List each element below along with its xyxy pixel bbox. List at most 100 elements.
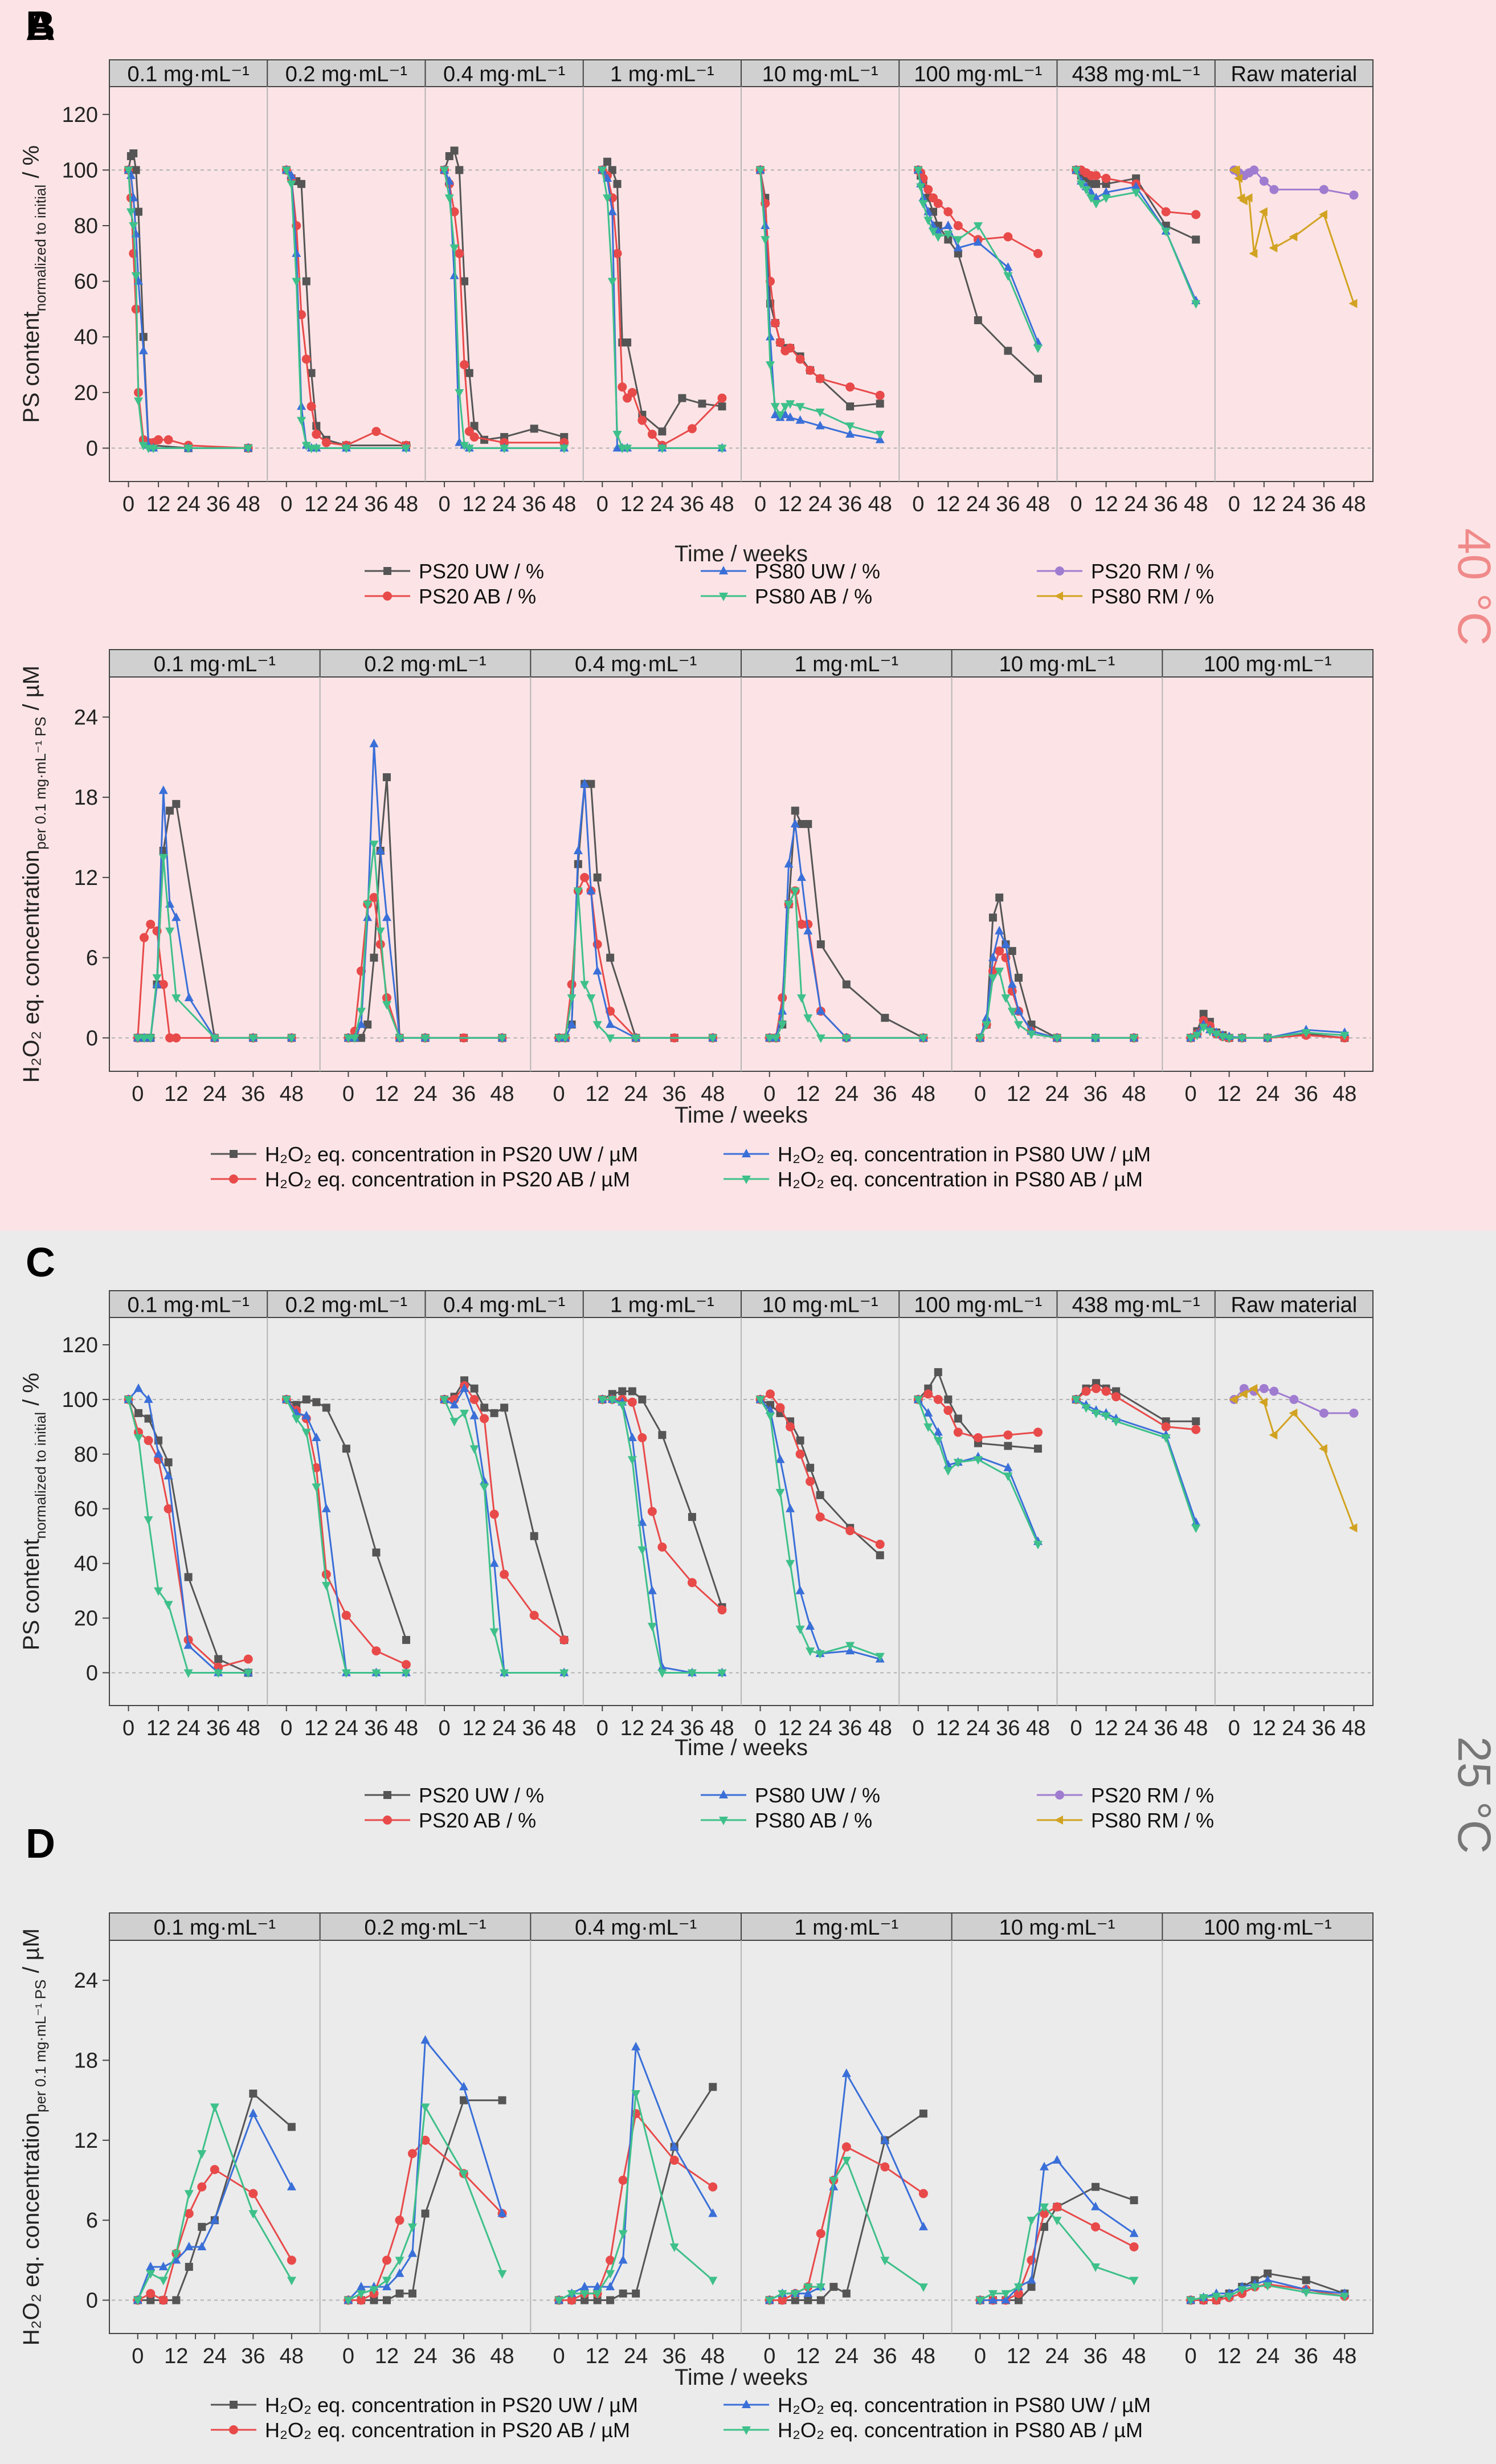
facet-strip-label: Raw material: [1231, 63, 1358, 87]
x-tick-label: 24: [413, 2344, 437, 2368]
data-point: [530, 1532, 538, 1540]
x-tick-label: 24: [624, 1082, 648, 1106]
facet-strip-label: 0.2 mg·mL⁻¹: [364, 1916, 486, 1940]
data-point: [816, 2283, 825, 2292]
x-tick-label: 36: [522, 492, 546, 516]
y-axis-title-unit: / %: [19, 1373, 44, 1412]
data-point: [559, 1669, 569, 1678]
facet-B-5: 10 mg·mL⁻¹ 0 12 24 36 48: [951, 650, 1160, 1106]
data-point: [606, 2270, 615, 2279]
x-tick-label: 12: [304, 492, 328, 516]
data-point: [797, 994, 807, 1003]
data-point: [797, 919, 807, 929]
x-tick-label: 24: [624, 2344, 648, 2368]
data-point: [1348, 1523, 1358, 1533]
data-point: [1131, 189, 1141, 198]
series-PS80_AB: [133, 2103, 296, 2306]
data-point: [214, 1655, 223, 1663]
x-tick-label: 36: [680, 1716, 704, 1740]
data-point: [919, 2110, 927, 2118]
data-point: [321, 1581, 331, 1590]
data-point: [1091, 2201, 1101, 2210]
data-point: [708, 1034, 718, 1043]
data-point: [407, 2223, 417, 2232]
x-tick-label: 36: [996, 492, 1020, 516]
data-point: [497, 1034, 507, 1043]
x-tick-label: 0: [132, 2344, 144, 2368]
data-point: [815, 421, 825, 430]
data-point: [592, 966, 602, 975]
data-point: [1013, 2283, 1023, 2292]
data-point: [627, 387, 637, 397]
data-point: [1014, 2296, 1023, 2304]
data-point: [449, 1400, 459, 1409]
data-point: [647, 1622, 657, 1631]
series-PS80_UW: [975, 2155, 1139, 2304]
data-point: [803, 2288, 813, 2297]
data-point: [1013, 1006, 1023, 1015]
data-point: [1249, 1384, 1258, 1393]
data-point: [341, 444, 351, 454]
x-tick-label: 24: [334, 1716, 358, 1740]
data-point: [382, 2277, 391, 2286]
data-point: [795, 1449, 805, 1459]
data-point: [717, 393, 727, 403]
data-point: [369, 893, 379, 903]
data-point: [786, 400, 795, 409]
data-point: [842, 2289, 851, 2298]
data-point: [1007, 979, 1017, 988]
facet-A-4: 1 mg·mL⁻¹ 0 12 24 36 48: [582, 60, 739, 516]
facet-strip-label: 10 mg·mL⁻¹: [762, 63, 878, 87]
data-point: [421, 2209, 430, 2218]
data-point: [197, 2182, 207, 2192]
data-point: [647, 1507, 657, 1516]
facet-A-5: 10 mg·mL⁻¹ 0 12 24 36 48: [741, 60, 897, 516]
x-tick-label: 24: [1256, 1082, 1280, 1106]
y-axis-title-unit: / µM: [19, 1928, 44, 1980]
data-point: [786, 343, 795, 353]
y-tick-label: 0: [86, 436, 98, 460]
x-tick-label: 36: [241, 1082, 265, 1106]
data-point: [469, 1445, 479, 1454]
x-tick-label: 48: [1332, 2344, 1356, 2368]
data-point: [607, 278, 617, 287]
facet-C-3: 0.4 mg·mL⁻¹ 0 12 24 36 48: [424, 1291, 581, 1740]
x-tick-label: 0: [763, 1082, 775, 1106]
x-tick-label: 0: [912, 1716, 924, 1740]
data-point: [631, 2090, 641, 2099]
data-point: [372, 1548, 381, 1557]
data-point: [1130, 2196, 1138, 2205]
data-point: [717, 1605, 727, 1615]
data-point: [420, 1034, 430, 1043]
series-PS80_AB: [975, 2203, 1139, 2306]
data-point: [1269, 1430, 1278, 1440]
facet-strip-label: 0.4 mg·mL⁻¹: [575, 1916, 697, 1940]
data-point: [988, 952, 998, 961]
data-point: [1191, 1425, 1201, 1434]
data-point: [618, 1401, 627, 1410]
data-point: [786, 412, 795, 421]
legend-marker: [1055, 566, 1064, 576]
data-point: [248, 2210, 258, 2219]
data-point: [158, 2277, 168, 2286]
data-point: [459, 2170, 469, 2179]
data-point: [815, 374, 825, 384]
data-point: [210, 1034, 219, 1043]
panel-letter-D: D: [26, 1821, 55, 1867]
x-tick-label: 24: [1045, 2344, 1069, 2368]
data-point: [1259, 176, 1269, 186]
data-point: [164, 435, 173, 444]
series-PS80_AB: [554, 2090, 718, 2306]
x-tick-label: 0: [122, 492, 134, 516]
data-point: [918, 1034, 928, 1043]
data-point: [766, 1401, 775, 1409]
x-tick-label: 0: [1070, 492, 1082, 516]
data-point: [356, 2282, 366, 2291]
data-point: [784, 900, 794, 909]
data-point: [780, 409, 790, 418]
data-point: [129, 222, 138, 231]
data-point: [1033, 248, 1043, 258]
x-tick-label: 36: [873, 2344, 897, 2368]
x-tick-label: 0: [754, 1716, 766, 1740]
legend-marker: [742, 2400, 751, 2408]
